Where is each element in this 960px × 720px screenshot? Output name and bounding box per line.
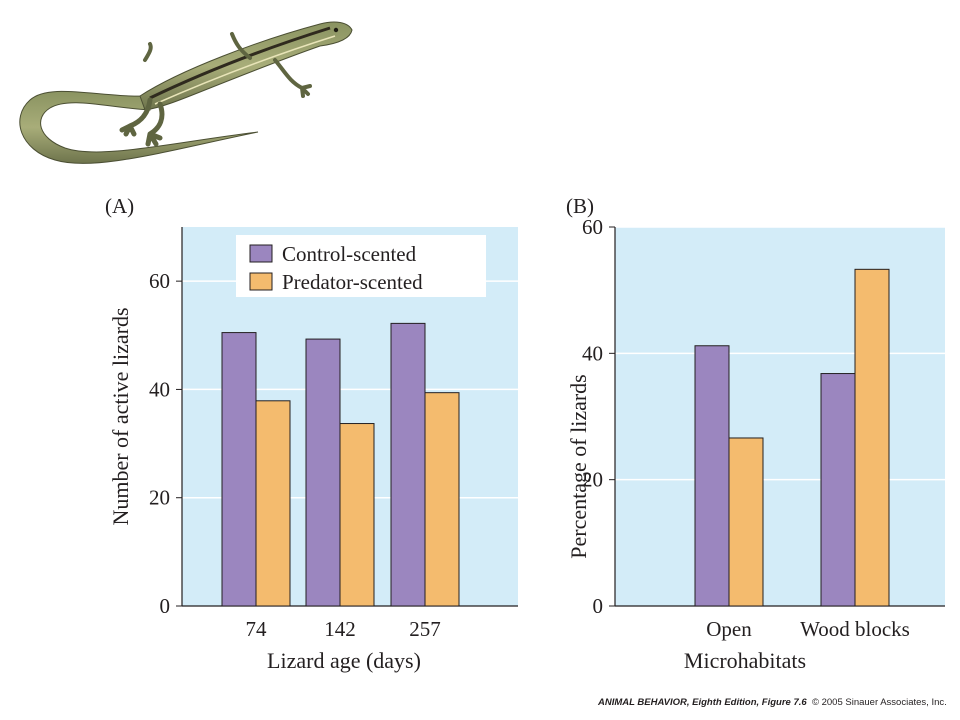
bar-control-74 [221,332,257,607]
legend-box [236,235,486,297]
chart-b: 0 20 40 60 Open Wood blocks Microhabitats Perce… [566,194,945,673]
y-axis-title: Percentage of lizards [566,374,591,558]
y-tick-label: 60 [582,215,603,239]
y-tick-label: 40 [582,341,603,365]
y-tick-label: 60 [149,269,170,293]
x-tick-label: 74 [246,617,268,641]
credit-figure: , Figure 7.6 [756,697,807,708]
legend-swatch [249,244,273,263]
figure-credit: ANIMAL BEHAVIOR, Eighth Edition, Figure … [598,697,947,708]
bar-control-wood-blocks [820,373,856,607]
legend-swatch [249,272,273,291]
credit-edition: , Eighth Edition [686,697,757,708]
y-tick-label: 20 [582,468,603,492]
chart-a: 0 20 40 60 74 142 257 Lizard age (days) Number o… [105,194,518,673]
bar-predator-142 [339,423,375,607]
legend-label: Control-scented [282,242,417,266]
lizard-illustration [19,21,353,164]
bar-predator-wood-blocks [854,268,890,607]
x-tick-label: Wood blocks [800,617,910,641]
x-axis-title: Microhabitats [684,648,806,673]
y-tick-label: 40 [149,377,170,401]
bar-control-142 [305,338,341,607]
x-tick-label: 257 [409,617,441,641]
x-axis-title: Lizard age (days) [267,648,421,673]
panel-label: (A) [105,194,134,218]
credit-copyright: © 2005 Sinauer Associates, Inc. [811,697,947,708]
bar-predator-74 [255,400,291,607]
legend-label: Predator-scented [282,270,423,294]
y-axis-title: Number of active lizards [108,307,133,525]
x-tick-label: 142 [324,617,356,641]
x-tick-label: Open [706,617,752,641]
bar-predator-open [728,437,764,607]
panel-label: (B) [566,194,594,218]
bar-predator-257 [424,392,460,607]
y-tick-label: 0 [593,594,604,618]
plot-area [615,227,945,606]
credit-title: ANIMAL BEHAVIOR [598,697,687,708]
y-tick-label: 20 [149,486,170,510]
bar-control-257 [390,322,426,607]
bar-control-open [694,345,730,607]
y-tick-label: 0 [160,594,171,618]
